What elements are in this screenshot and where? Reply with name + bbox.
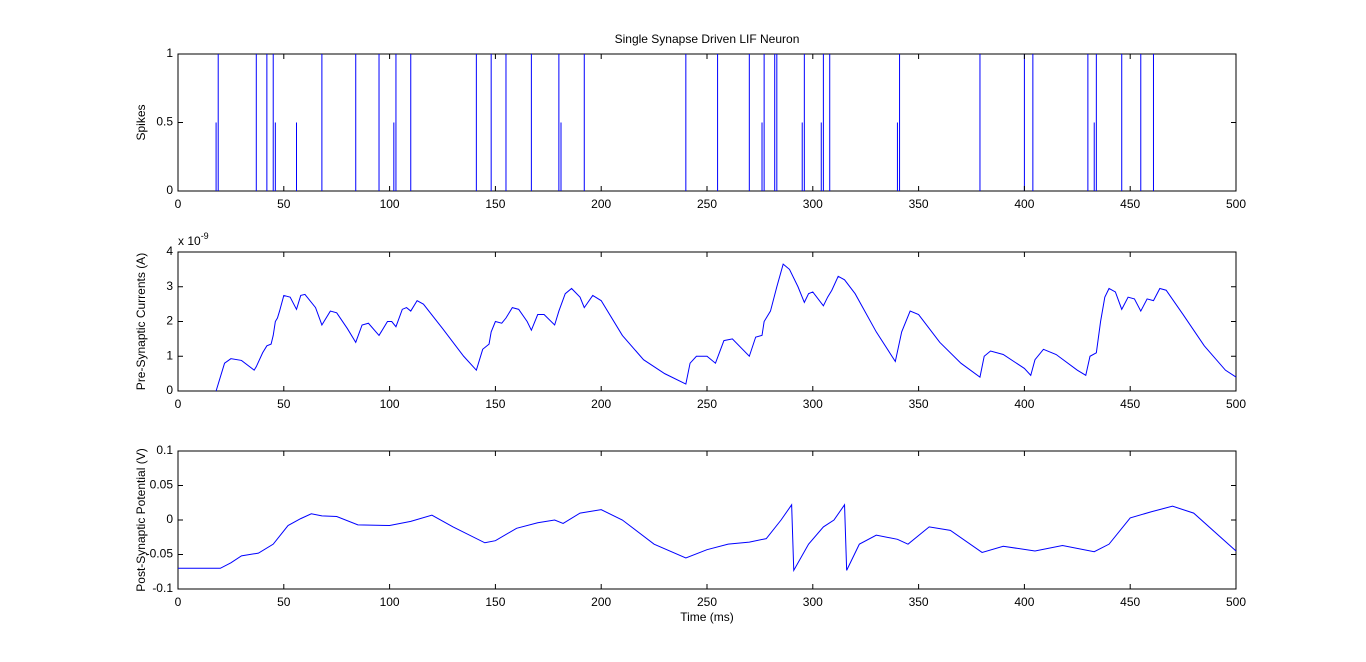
y-tick-label: -0.05	[146, 547, 174, 561]
x-tick-label: 150	[485, 397, 505, 411]
plot-area	[177, 53, 1237, 192]
y-tick-label: 2	[166, 314, 173, 328]
x-tick-label: 400	[1014, 197, 1034, 211]
x-tick-label: 0	[175, 397, 182, 411]
x-tick-label: 50	[277, 197, 291, 211]
x-tick-label: 300	[803, 595, 823, 609]
x-tick-label: 500	[1226, 397, 1246, 411]
trace	[215, 263, 1237, 392]
x-tick-label: 200	[591, 197, 611, 211]
y-tick-label: 0	[166, 512, 173, 526]
x-tick-label: 400	[1014, 595, 1034, 609]
x-tick-label: 150	[485, 197, 505, 211]
y-axis-label: Spikes	[134, 104, 148, 140]
x-tick-label: 450	[1120, 397, 1140, 411]
x-tick-label: 300	[803, 397, 823, 411]
plot-area	[177, 450, 1237, 590]
x-axis-label: Time (ms)	[680, 610, 734, 624]
x-tick-label: 0	[175, 197, 182, 211]
y-tick-label: 1	[166, 348, 173, 362]
x-tick-label: 250	[697, 397, 717, 411]
x-tick-label: 350	[909, 397, 929, 411]
x-tick-label: 250	[697, 595, 717, 609]
x-tick-label: 200	[591, 397, 611, 411]
y-tick-label: 0	[166, 183, 173, 197]
y-exponent: x 10-9	[178, 231, 209, 248]
x-tick-label: 450	[1120, 197, 1140, 211]
y-tick-label: 3	[166, 279, 173, 293]
y-tick-label: 0.5	[156, 115, 173, 129]
x-tick-label: 100	[380, 595, 400, 609]
x-tick-label: 0	[175, 595, 182, 609]
x-tick-label: 300	[803, 197, 823, 211]
x-tick-label: 100	[380, 397, 400, 411]
y-axis-label: Pre-Synaptic Currents (A)	[134, 253, 148, 390]
x-tick-label: 250	[697, 197, 717, 211]
x-tick-label: 350	[909, 197, 929, 211]
x-tick-label: 50	[277, 595, 291, 609]
y-axis-label: Post-Synaptic Potential (V)	[134, 448, 148, 591]
x-tick-label: 50	[277, 397, 291, 411]
x-tick-label: 500	[1226, 197, 1246, 211]
y-exponent-power: -9	[201, 231, 209, 241]
y-exponent-base: x 10	[178, 234, 201, 248]
trace	[178, 503, 1237, 573]
y-tick-label: 0.05	[150, 478, 174, 492]
x-tick-label: 100	[380, 197, 400, 211]
x-tick-label: 450	[1120, 595, 1140, 609]
chart-title: Single Synapse Driven LIF Neuron	[615, 32, 800, 46]
y-tick-label: 0.1	[156, 443, 173, 457]
x-tick-label: 350	[909, 595, 929, 609]
y-tick-label: 4	[166, 244, 173, 258]
x-tick-label: 400	[1014, 397, 1034, 411]
x-tick-label: 150	[485, 595, 505, 609]
y-tick-label: -0.1	[152, 581, 173, 595]
y-tick-label: 1	[166, 46, 173, 60]
y-tick-label: 0	[166, 383, 173, 397]
x-tick-label: 200	[591, 595, 611, 609]
x-tick-label: 500	[1226, 595, 1246, 609]
